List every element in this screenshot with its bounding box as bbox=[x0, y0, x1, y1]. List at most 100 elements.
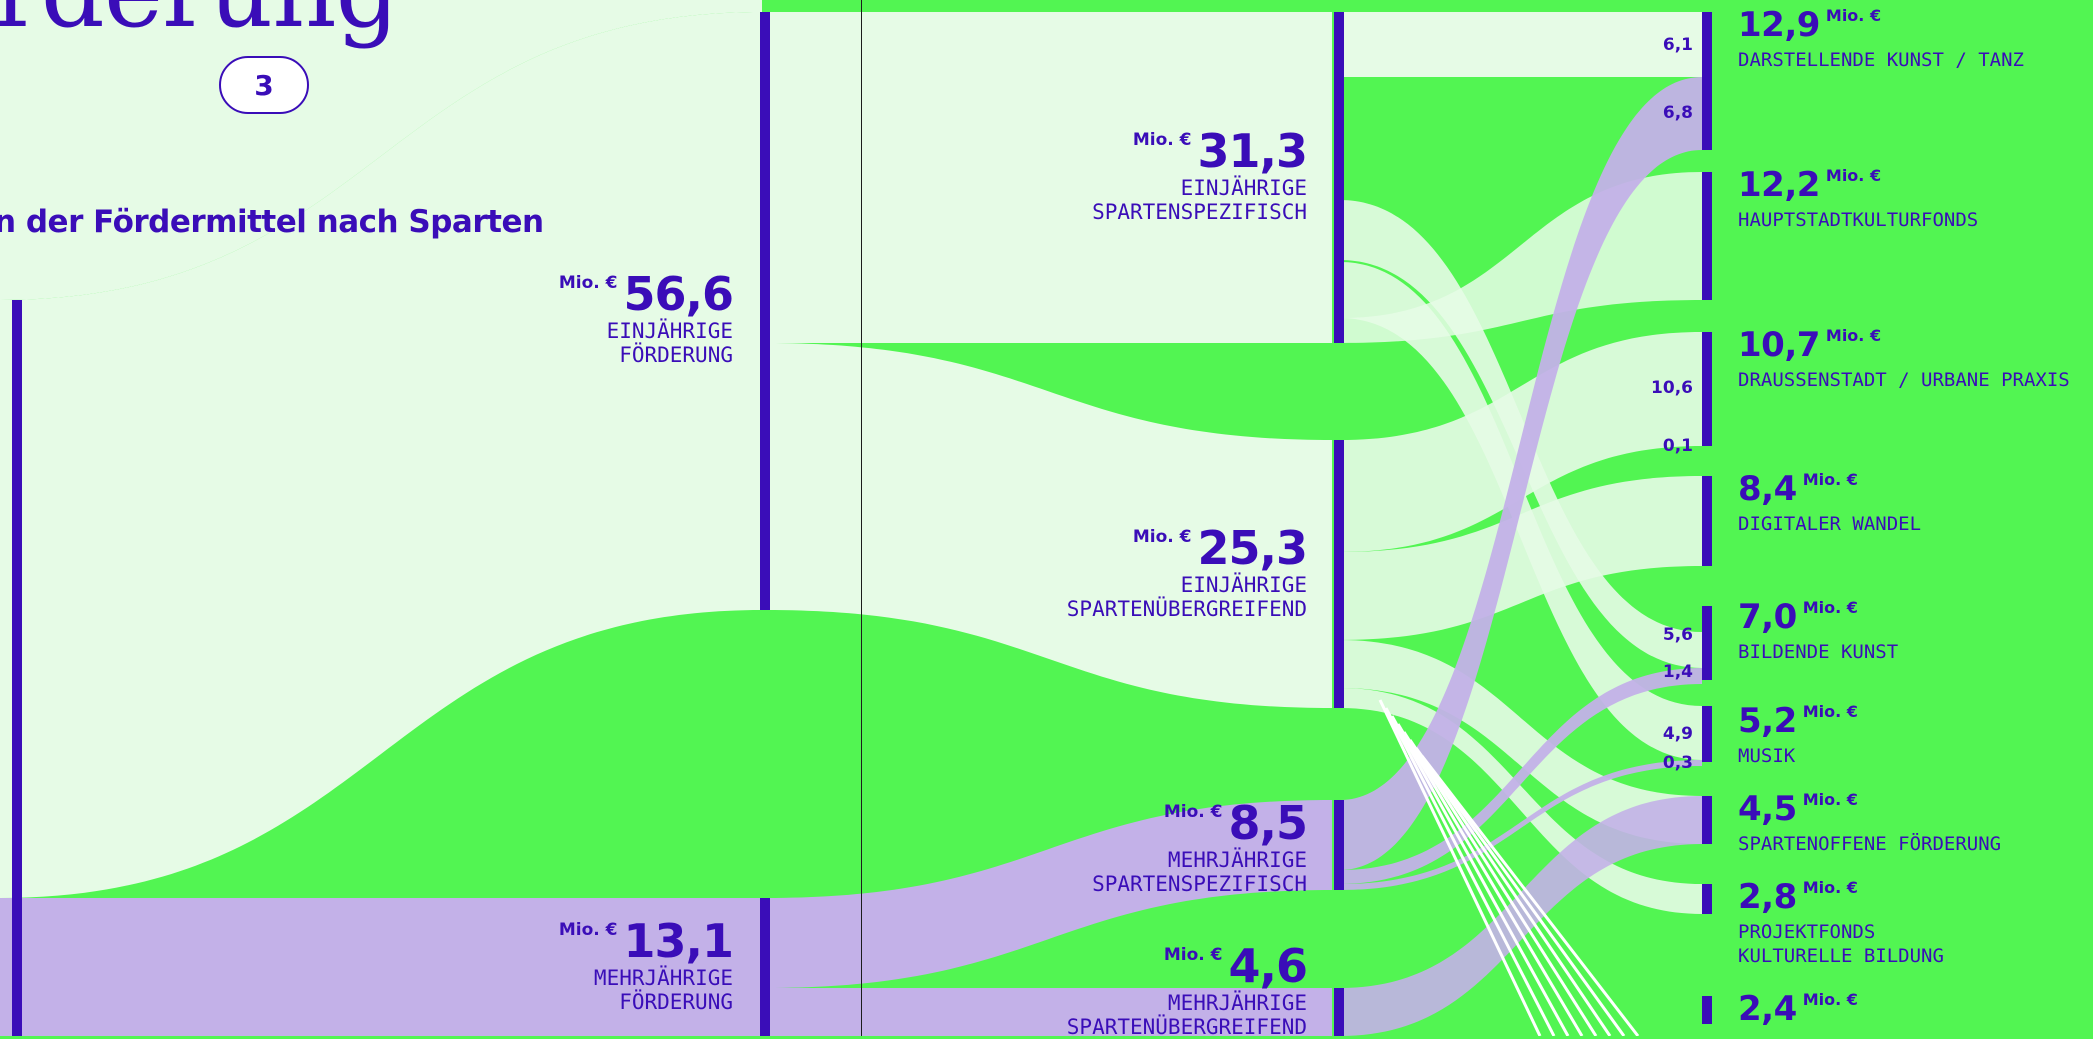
target-label-darstellende-kunst: 12,9 Mio. € DARSTELLENDE KUNST / TANZ bbox=[1738, 8, 2024, 72]
flow-mehr-to-mehr-ueber bbox=[766, 988, 1332, 1036]
node-bar-einjaehrige bbox=[760, 12, 770, 610]
node-label-mehrjaehrige-spartenspezifisch: Mio. €8,5 MEHRJÄHRIGE SPARTENSPEZIFISCH bbox=[1092, 800, 1308, 896]
node-caption: SPARTENSPEZIFISCH bbox=[1092, 872, 1307, 896]
node-caption: EINJÄHRIGE bbox=[606, 319, 733, 343]
target-label-last: 2,4 Mio. € bbox=[1738, 989, 1858, 1029]
flow-strand bbox=[1408, 739, 1612, 1036]
unit-label: Mio. € bbox=[558, 273, 618, 293]
target-label-draussenstadt: 10,7 Mio. € DRAUSSENSTADT / URBANE PRAXIS bbox=[1738, 328, 2070, 392]
node-caption: SPARTENÜBERGREIFEND bbox=[1066, 597, 1307, 621]
flow-ein-to-ein-spez bbox=[766, 12, 1332, 343]
flow-strand bbox=[1384, 707, 1556, 1036]
node-bar-mehr-ueber bbox=[1334, 988, 1344, 1036]
node-caption: FÖRDERUNG bbox=[619, 990, 733, 1014]
unit-label: Mio. € bbox=[1802, 470, 1858, 489]
unit-label: Mio. € bbox=[1163, 945, 1223, 965]
unit-label: Mio. € bbox=[1132, 130, 1192, 150]
flow-strand bbox=[1390, 715, 1570, 1036]
flow-label: 6,1 bbox=[1662, 35, 1693, 55]
node-caption: DARSTELLENDE KUNST / TANZ bbox=[1738, 49, 2024, 71]
unit-label: Mio. € bbox=[558, 920, 618, 940]
node-caption: SPARTENSPEZIFISCH bbox=[1092, 200, 1307, 224]
flow-label: 0,1 bbox=[1662, 436, 1693, 456]
flow-mehr-to-mehr-spez bbox=[766, 800, 1332, 988]
node-value: 2,4 bbox=[1738, 989, 1797, 1029]
flow-total-to-mehrjaehrige bbox=[0, 898, 762, 1036]
node-caption: DRAUSSENSTADT / URBANE PRAXIS bbox=[1738, 369, 2070, 391]
node-value: 31,3 bbox=[1197, 124, 1308, 178]
flow-label: 1,4 bbox=[1662, 662, 1693, 682]
node-caption: HAUPTSTADTKULTURFONDS bbox=[1738, 209, 1979, 231]
node-label-einjaehrige-spartenuebergreifend: Mio. €25,3 EINJÄHRIGE SPARTENÜBERGREIFEND bbox=[1066, 525, 1308, 621]
node-value: 7,0 bbox=[1738, 597, 1797, 637]
node-caption: PROJEKTFONDS bbox=[1738, 921, 1876, 943]
flow-strand bbox=[1414, 747, 1626, 1036]
flow-mehr-spez-to-bildende bbox=[1340, 668, 1702, 884]
page-number-badge: 3 bbox=[219, 56, 309, 114]
node-bar-total bbox=[12, 300, 22, 1036]
target-label-spartenoffene-foerderung: 4,5 Mio. € SPARTENOFFENE FÖRDERUNG bbox=[1738, 792, 2001, 856]
node-value: 8,5 bbox=[1228, 796, 1308, 850]
target-label-bildende-kunst: 7,0 Mio. € BILDENDE KUNST bbox=[1738, 600, 1898, 664]
node-bar-mehrjaehrige bbox=[760, 898, 770, 1036]
target-label-digitaler-wandel: 8,4 Mio. € DIGITALER WANDEL bbox=[1738, 472, 1921, 536]
node-caption: MEHRJÄHRIGE bbox=[1167, 991, 1307, 1015]
flow-total-to-einjaehrige bbox=[0, 12, 762, 898]
node-value: 12,9 bbox=[1738, 5, 1820, 45]
page-divider bbox=[861, 0, 862, 1036]
unit-label: Mio. € bbox=[1802, 990, 1858, 1009]
node-label-einjaehrige-foerderung: Mio. €56,6 EINJÄHRIGE FÖRDERUNG bbox=[558, 271, 734, 367]
unit-label: Mio. € bbox=[1163, 802, 1223, 822]
target-label-projektfonds: 2,8 Mio. € PROJEKTFONDS KULTURELLE BILDUNG bbox=[1738, 880, 1944, 968]
node-label-mehrjaehrige-spartenuebergreifend: Mio. €4,6 MEHRJÄHRIGE SPARTENÜBERGREIFEND bbox=[1066, 943, 1308, 1039]
flow-ein-spez-to-darst bbox=[1340, 12, 1702, 77]
node-caption: EINJÄHRIGE bbox=[1180, 573, 1307, 597]
node-value: 13,1 bbox=[623, 914, 734, 968]
flow-strand bbox=[1378, 699, 1542, 1036]
node-value: 25,3 bbox=[1197, 521, 1308, 575]
flow-ein-to-ein-ueber bbox=[766, 343, 1332, 708]
node-value: 4,6 bbox=[1228, 939, 1308, 993]
node-caption: KULTURELLE BILDUNG bbox=[1738, 945, 1944, 967]
target-label-hauptstadtkulturfonds: 12,2 Mio. € HAUPTSTADTKULTURFONDS bbox=[1738, 168, 1978, 232]
node-value: 2,8 bbox=[1738, 877, 1797, 917]
node-value: 8,4 bbox=[1738, 469, 1797, 509]
flow-ein-ueber-to-spartenoffen bbox=[1340, 640, 1702, 844]
node-caption: FÖRDERUNG bbox=[619, 343, 733, 367]
node-caption: EINJÄHRIGE bbox=[1180, 176, 1307, 200]
node-value: 12,2 bbox=[1738, 165, 1820, 205]
unit-label: Mio. € bbox=[1802, 878, 1858, 897]
node-value: 10,7 bbox=[1738, 325, 1820, 365]
unit-label: Mio. € bbox=[1825, 6, 1882, 25]
node-caption: MEHRJÄHRIGE bbox=[1167, 848, 1307, 872]
node-bar-target-8 bbox=[1702, 884, 1712, 914]
page-title: rderung bbox=[0, 0, 400, 42]
node-bar-target-5 bbox=[1702, 606, 1712, 680]
unit-label: Mio. € bbox=[1802, 598, 1858, 617]
flow-ein-ueber-to-digital bbox=[1340, 476, 1702, 640]
flow-label: 4,9 bbox=[1662, 724, 1693, 744]
node-value: 4,5 bbox=[1738, 789, 1797, 829]
flow-label: 5,6 bbox=[1662, 625, 1693, 645]
node-bar-target-6 bbox=[1702, 706, 1712, 762]
node-value: 5,2 bbox=[1738, 701, 1797, 741]
node-caption: SPARTENÜBERGREIFEND bbox=[1066, 1015, 1307, 1039]
flow-label: 6,8 bbox=[1662, 103, 1693, 123]
flow-ein-ueber-to-projektfonds bbox=[1340, 688, 1702, 914]
flow-mehr-spez-to-musik bbox=[1340, 760, 1702, 890]
node-caption: MEHRJÄHRIGE bbox=[593, 966, 733, 990]
chart-subtitle: n der Fördermittel nach Sparten bbox=[0, 204, 544, 240]
node-caption: SPARTENOFFENE FÖRDERUNG bbox=[1738, 833, 2002, 855]
unit-label: Mio. € bbox=[1802, 702, 1858, 721]
node-caption: DIGITALER WANDEL bbox=[1738, 513, 1922, 535]
node-label-einjaehrige-spartenspezifisch: Mio. €31,3 EINJÄHRIGE SPARTENSPEZIFISCH bbox=[1092, 128, 1308, 224]
flow-strand bbox=[1420, 755, 1640, 1036]
node-bar-target-4 bbox=[1702, 476, 1712, 566]
flow-ein-spez-to-musik bbox=[1340, 262, 1702, 760]
flow-strand bbox=[1396, 723, 1584, 1036]
node-value: 56,6 bbox=[623, 267, 734, 321]
node-bar-target-9 bbox=[1702, 996, 1712, 1024]
flow-title-area bbox=[0, 0, 762, 300]
node-caption: BILDENDE KUNST bbox=[1738, 641, 1899, 663]
